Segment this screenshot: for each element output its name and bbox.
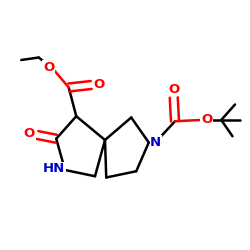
Text: O: O <box>168 83 179 96</box>
Text: HN: HN <box>43 162 65 175</box>
Text: O: O <box>201 113 212 126</box>
Text: O: O <box>94 78 105 91</box>
Text: N: N <box>150 136 161 148</box>
Text: O: O <box>43 61 54 74</box>
Text: O: O <box>24 127 35 140</box>
